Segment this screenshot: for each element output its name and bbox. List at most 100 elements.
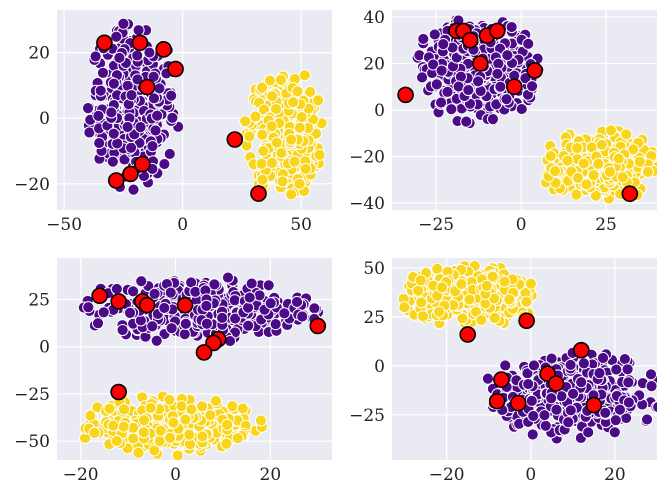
data-point bbox=[127, 432, 140, 445]
y-tick-label: 20 bbox=[28, 44, 50, 64]
data-point bbox=[106, 155, 119, 168]
data-point bbox=[312, 94, 325, 107]
data-point bbox=[499, 359, 512, 372]
data-point bbox=[123, 306, 137, 319]
data-point bbox=[137, 426, 150, 439]
highlighted-point bbox=[493, 371, 510, 388]
data-point bbox=[454, 70, 468, 83]
data-point bbox=[522, 37, 535, 50]
data-point bbox=[460, 115, 473, 128]
data-point bbox=[221, 418, 234, 431]
subplot-1: −50 0 50 −20 0 20 bbox=[14, 10, 332, 235]
data-point bbox=[641, 165, 655, 179]
data-point bbox=[275, 146, 288, 159]
highlighted-point bbox=[526, 62, 543, 79]
data-point bbox=[209, 394, 222, 408]
data-point bbox=[566, 387, 580, 400]
data-point bbox=[97, 306, 110, 319]
data-point bbox=[503, 293, 516, 306]
points-layer bbox=[397, 259, 657, 445]
data-point bbox=[428, 28, 441, 41]
data-point bbox=[253, 289, 266, 302]
data-point bbox=[295, 110, 308, 124]
data-point bbox=[107, 77, 120, 90]
data-point bbox=[257, 144, 270, 158]
subplot-3: −20 0 20 −50 −25 0 25 bbox=[14, 258, 332, 485]
y-tick-label: 0 bbox=[374, 357, 385, 377]
data-point bbox=[175, 400, 188, 413]
data-point bbox=[200, 299, 213, 312]
data-point bbox=[236, 402, 249, 415]
data-point bbox=[117, 420, 130, 433]
data-point bbox=[208, 278, 221, 291]
data-point bbox=[544, 149, 557, 163]
y-tick-label: 40 bbox=[363, 8, 385, 28]
data-point bbox=[548, 165, 562, 178]
x-tick-label: 0 bbox=[516, 215, 527, 235]
x-tick-label: 25 bbox=[595, 215, 617, 235]
highlighted-point bbox=[585, 396, 603, 414]
data-point bbox=[229, 312, 242, 325]
data-point bbox=[154, 424, 167, 437]
data-point bbox=[608, 426, 621, 439]
highlighted-point bbox=[488, 392, 506, 410]
data-point bbox=[441, 85, 454, 98]
data-point bbox=[475, 314, 488, 327]
data-point bbox=[216, 311, 229, 324]
data-point bbox=[185, 403, 198, 416]
x-tick-label: 50 bbox=[290, 215, 312, 235]
data-point bbox=[437, 38, 450, 51]
data-point bbox=[593, 367, 606, 380]
highlighted-point bbox=[621, 185, 639, 203]
data-point bbox=[228, 294, 241, 307]
data-point bbox=[163, 147, 176, 161]
data-point bbox=[144, 401, 157, 414]
data-point bbox=[165, 89, 178, 102]
subplot-2: −25 0 25 −40 −20 0 20 40 bbox=[349, 8, 657, 235]
data-point bbox=[609, 414, 622, 427]
highlighted-point bbox=[518, 312, 535, 330]
data-point bbox=[262, 279, 275, 292]
data-point bbox=[276, 175, 289, 188]
y-tick-label: 0 bbox=[374, 101, 385, 121]
data-point bbox=[196, 400, 209, 413]
data-point bbox=[131, 49, 144, 62]
data-point bbox=[290, 295, 304, 309]
data-point bbox=[256, 128, 269, 141]
highlighted-point bbox=[91, 287, 108, 305]
data-point bbox=[620, 128, 633, 141]
data-point bbox=[151, 109, 164, 122]
data-point bbox=[456, 312, 469, 325]
data-point bbox=[293, 121, 306, 134]
data-point bbox=[103, 402, 116, 415]
y-tick-label: −20 bbox=[14, 175, 50, 195]
data-point bbox=[287, 96, 300, 109]
data-point bbox=[539, 419, 552, 432]
data-point bbox=[299, 162, 312, 176]
data-point bbox=[488, 311, 501, 325]
data-point bbox=[200, 317, 213, 330]
data-point bbox=[577, 157, 590, 170]
data-point bbox=[595, 138, 608, 151]
data-point bbox=[254, 414, 268, 427]
data-point bbox=[256, 173, 269, 186]
highlighted-point bbox=[122, 165, 139, 183]
data-point bbox=[118, 403, 131, 416]
data-point bbox=[652, 401, 657, 414]
highlighted-point bbox=[138, 78, 156, 96]
data-point bbox=[525, 394, 538, 407]
data-point bbox=[107, 419, 120, 432]
data-point bbox=[486, 270, 499, 283]
data-point bbox=[183, 428, 196, 441]
data-point bbox=[616, 171, 629, 184]
highlighted-point bbox=[167, 60, 184, 78]
data-point bbox=[313, 148, 326, 161]
data-point bbox=[417, 32, 430, 46]
data-point bbox=[266, 90, 279, 103]
data-point bbox=[165, 322, 178, 335]
data-point bbox=[486, 113, 500, 126]
data-point bbox=[492, 57, 505, 70]
data-point bbox=[274, 73, 287, 86]
data-point bbox=[255, 157, 268, 170]
data-point bbox=[94, 84, 107, 97]
